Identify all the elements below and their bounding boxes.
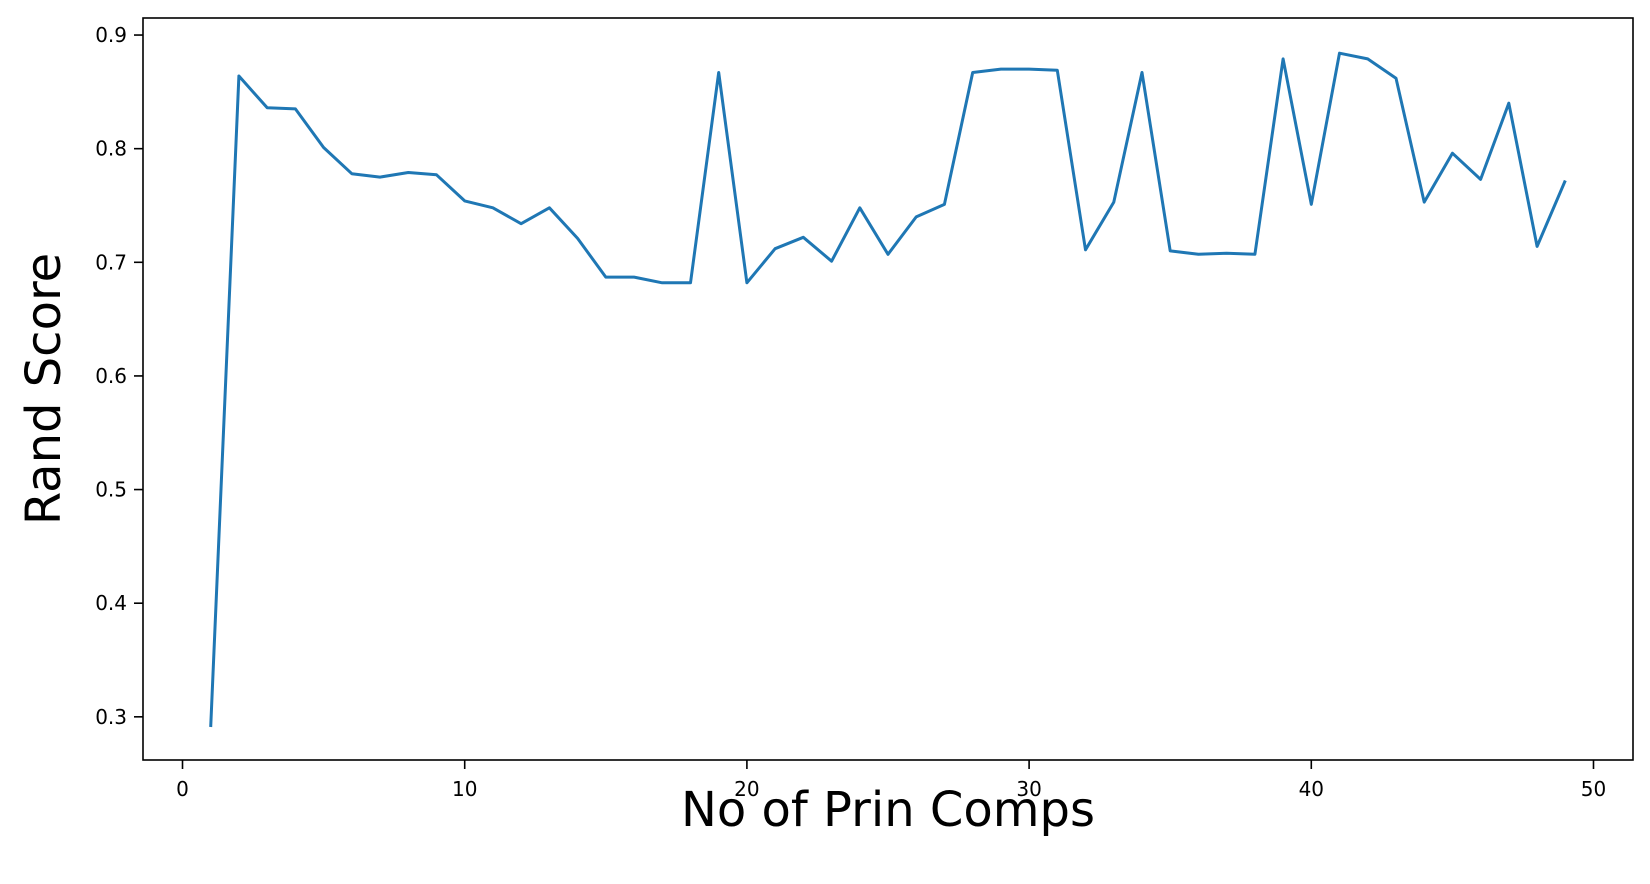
x-tick-label: 0 [176,777,189,801]
y-axis-title: Rand Score [16,253,72,525]
series-line [209,51,1567,728]
x-axis: 0 10 20 30 40 50 [176,760,1606,801]
y-tick-label: 0.7 [95,250,127,274]
plot-frame [142,17,1634,761]
x-tick-label: 50 [1581,777,1606,801]
y-tick-label: 0.6 [95,364,127,388]
y-axis: 0.3 0.4 0.5 0.6 0.7 0.8 0.9 [95,23,143,729]
y-tick-label: 0.4 [95,591,127,615]
x-tick-label: 10 [452,777,477,801]
y-tick-label: 0.8 [95,137,127,161]
y-tick-label: 0.9 [95,23,127,47]
x-tick-label: 20 [734,777,759,801]
series-layer [209,51,1567,728]
x-axis-title: No of Prin Comps [681,782,1095,838]
y-tick-label: 0.3 [95,705,127,729]
x-tick-label: 30 [1016,777,1041,801]
y-tick-label: 0.5 [95,478,127,502]
x-tick-label: 40 [1299,777,1324,801]
plot-area [143,18,1633,760]
